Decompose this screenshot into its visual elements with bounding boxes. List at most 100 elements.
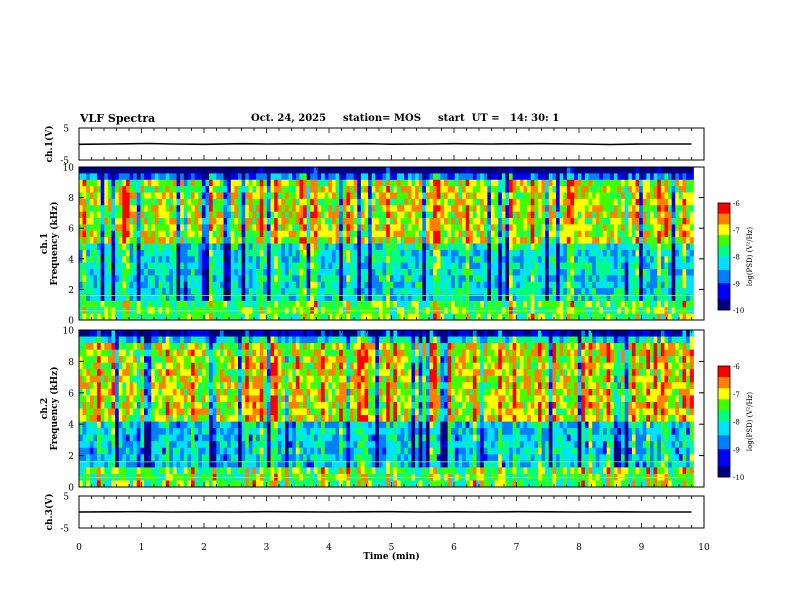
psd-cell — [556, 288, 561, 296]
psd-cell — [295, 256, 300, 264]
psd-cell — [375, 243, 380, 251]
psd-cell — [205, 198, 210, 206]
psd-cell — [180, 198, 185, 206]
psd-cell — [107, 218, 113, 225]
psd-cell — [469, 230, 474, 238]
psd-cell — [653, 186, 658, 194]
psd-cell — [436, 249, 441, 257]
psd-cell — [613, 275, 618, 283]
psd-cell — [501, 230, 506, 238]
psd-cell — [415, 211, 420, 219]
psd-cell — [154, 243, 159, 251]
psd-cell — [165, 288, 170, 296]
psd-cell — [216, 243, 221, 251]
psd-cell — [306, 300, 311, 308]
psd-cell — [650, 205, 655, 213]
psd-cell — [266, 256, 272, 264]
psd-cell — [111, 421, 116, 429]
psd-cell — [458, 237, 463, 245]
psd-cell — [429, 256, 434, 264]
psd-cell — [469, 173, 474, 181]
psd-cell — [378, 294, 384, 302]
psd-cell — [86, 249, 91, 257]
psd-cell — [104, 269, 109, 276]
psd-cell — [592, 313, 597, 321]
psd-cell — [624, 281, 629, 289]
psd-cell — [151, 275, 156, 283]
psd-cell — [183, 275, 188, 283]
psd-cell — [689, 300, 694, 308]
psd-cell — [552, 249, 557, 257]
psd-cell — [462, 230, 467, 238]
psd-cell — [534, 186, 539, 194]
psd-cell — [151, 480, 156, 488]
psd-cell — [371, 211, 376, 219]
y-tick-label: 5 — [63, 125, 69, 135]
psd-cell — [133, 480, 138, 488]
psd-cell — [274, 186, 279, 194]
psd-cell — [223, 275, 228, 283]
psd-cell — [418, 249, 423, 257]
psd-cell — [176, 294, 181, 302]
psd-cell — [162, 249, 167, 257]
psd-cell — [107, 395, 113, 403]
psd-cell — [476, 275, 481, 283]
psd-cell — [541, 249, 546, 257]
psd-cell — [519, 237, 525, 245]
psd-cell — [407, 243, 412, 251]
psd-cell — [686, 167, 691, 174]
psd-cell — [360, 211, 365, 219]
psd-cell — [129, 262, 134, 270]
psd-cell — [133, 467, 138, 475]
psd-cell — [570, 192, 575, 200]
psd-cell — [89, 467, 94, 475]
psd-cell — [100, 205, 105, 213]
psd-cell — [498, 249, 503, 257]
psd-cell — [657, 269, 662, 276]
psd-cell — [483, 179, 488, 187]
psd-cell — [559, 167, 564, 174]
psd-cell — [386, 275, 391, 283]
psd-cell — [415, 243, 420, 251]
psd-cell — [151, 300, 156, 308]
psd-cell — [212, 237, 217, 245]
psd-cell — [125, 173, 131, 181]
psd-cell — [125, 300, 131, 308]
psd-cell — [440, 243, 445, 251]
psd-cell — [306, 224, 311, 232]
psd-cell — [104, 356, 109, 364]
psd-cell — [639, 179, 644, 187]
psd-cell — [599, 186, 604, 194]
psd-cell — [122, 300, 127, 308]
psd-cell — [621, 167, 626, 174]
psd-cell — [480, 262, 485, 270]
psd-cell — [118, 421, 123, 429]
psd-cell — [136, 395, 141, 403]
psd-cell — [451, 249, 456, 257]
psd-cell — [147, 382, 152, 390]
psd-cell — [678, 205, 684, 213]
psd-cell — [125, 294, 131, 302]
psd-cell — [425, 288, 431, 296]
psd-cell — [151, 230, 156, 238]
psd-cell — [100, 237, 105, 245]
psd-cell — [209, 179, 214, 187]
psd-cell — [306, 179, 311, 187]
psd-cell — [541, 198, 546, 206]
psd-cell — [545, 288, 550, 296]
psd-cell — [212, 192, 217, 200]
psd-cell — [418, 224, 423, 232]
psd-cell — [653, 211, 658, 219]
psd-cell — [480, 269, 485, 276]
psd-cell — [324, 243, 329, 251]
psd-cell — [476, 300, 481, 308]
psd-cell — [606, 288, 611, 296]
psd-cell — [140, 388, 145, 396]
psd-cell — [136, 275, 141, 283]
psd-cell — [523, 224, 528, 232]
psd-cell — [125, 205, 131, 213]
psd-cell — [324, 256, 329, 264]
psd-cell — [574, 294, 579, 302]
psd-cell — [281, 262, 286, 270]
psd-cell — [100, 434, 105, 442]
